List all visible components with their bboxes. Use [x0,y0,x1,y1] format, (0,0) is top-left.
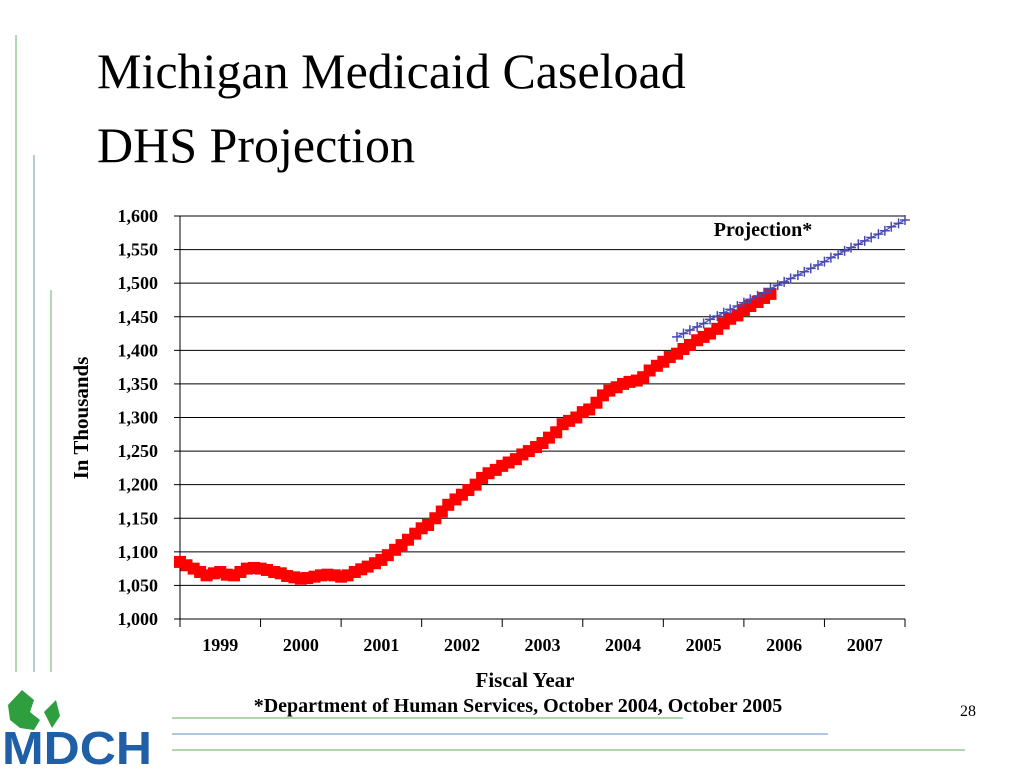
y-tick-label: 1,000 [118,609,159,629]
marker [698,318,709,329]
x-tick-label: 2005 [686,635,722,655]
marker [813,260,823,271]
x-tick-label: 2006 [766,635,802,655]
marker [745,294,756,305]
marker [759,287,770,298]
marker [853,239,864,250]
marker [879,225,890,236]
marker [779,276,790,287]
marker [866,232,877,243]
marker [893,218,904,229]
marker [678,328,689,339]
y-tick-label: 1,200 [118,475,159,495]
marker [833,249,844,260]
x-tick-label: 2004 [605,635,641,655]
footnote: *Department of Human Services, October 2… [254,695,783,717]
marker [738,297,749,308]
marker [718,307,729,318]
chart-subtitle: DHS Projection [97,117,415,173]
y-tick-label: 1,300 [118,408,159,428]
y-axis-label: In Thousands [69,357,93,480]
marker [712,311,723,322]
marker [859,235,870,246]
x-tick-label: 2001 [363,635,399,655]
y-tick-label: 1,550 [118,240,159,260]
marker [819,256,830,267]
x-tick-label: 2002 [444,635,480,655]
marker [825,252,836,263]
marker [900,215,910,226]
y-tick-label: 1,350 [118,374,159,394]
marker [799,266,810,277]
marker [886,221,897,232]
y-tick-label: 1,600 [118,206,159,226]
marker [873,229,884,240]
marker [805,263,816,274]
series [174,287,777,585]
y-tick-label: 1,250 [118,441,159,461]
marker [772,280,783,291]
y-tick-label: 1,150 [118,508,159,528]
marker [752,290,763,301]
logo-text: MDCH [2,722,152,768]
marker [725,304,736,315]
marker [839,245,850,256]
page-number: 28 [960,703,976,720]
x-tick-label: 2007 [847,635,883,655]
y-tick-label: 1,500 [118,273,159,293]
marker [254,562,267,575]
x-tick-label: 2003 [525,635,561,655]
marker [509,453,522,466]
marker [672,331,683,342]
annotation: Projection* [714,219,813,241]
marker [846,242,857,253]
marker [502,456,515,469]
y-tick-label: 1,450 [118,307,159,327]
marker [732,301,743,312]
x-axis-label: Fiscal Year [476,668,575,692]
x-tick-label: 2000 [283,635,319,655]
marker [792,270,803,281]
y-tick-label: 1,400 [118,340,159,360]
x-tick-label: 1999 [202,635,238,655]
marker [692,321,703,332]
series [672,215,910,342]
marker [684,325,695,336]
decoration [15,35,965,751]
logo: MDCH [2,690,152,768]
marker [785,273,796,284]
marker [705,314,716,325]
y-tick-label: 1,050 [118,575,159,595]
marker [765,283,776,294]
chart-title: Michigan Medicaid Caseload [97,43,686,99]
y-tick-label: 1,100 [118,542,159,562]
